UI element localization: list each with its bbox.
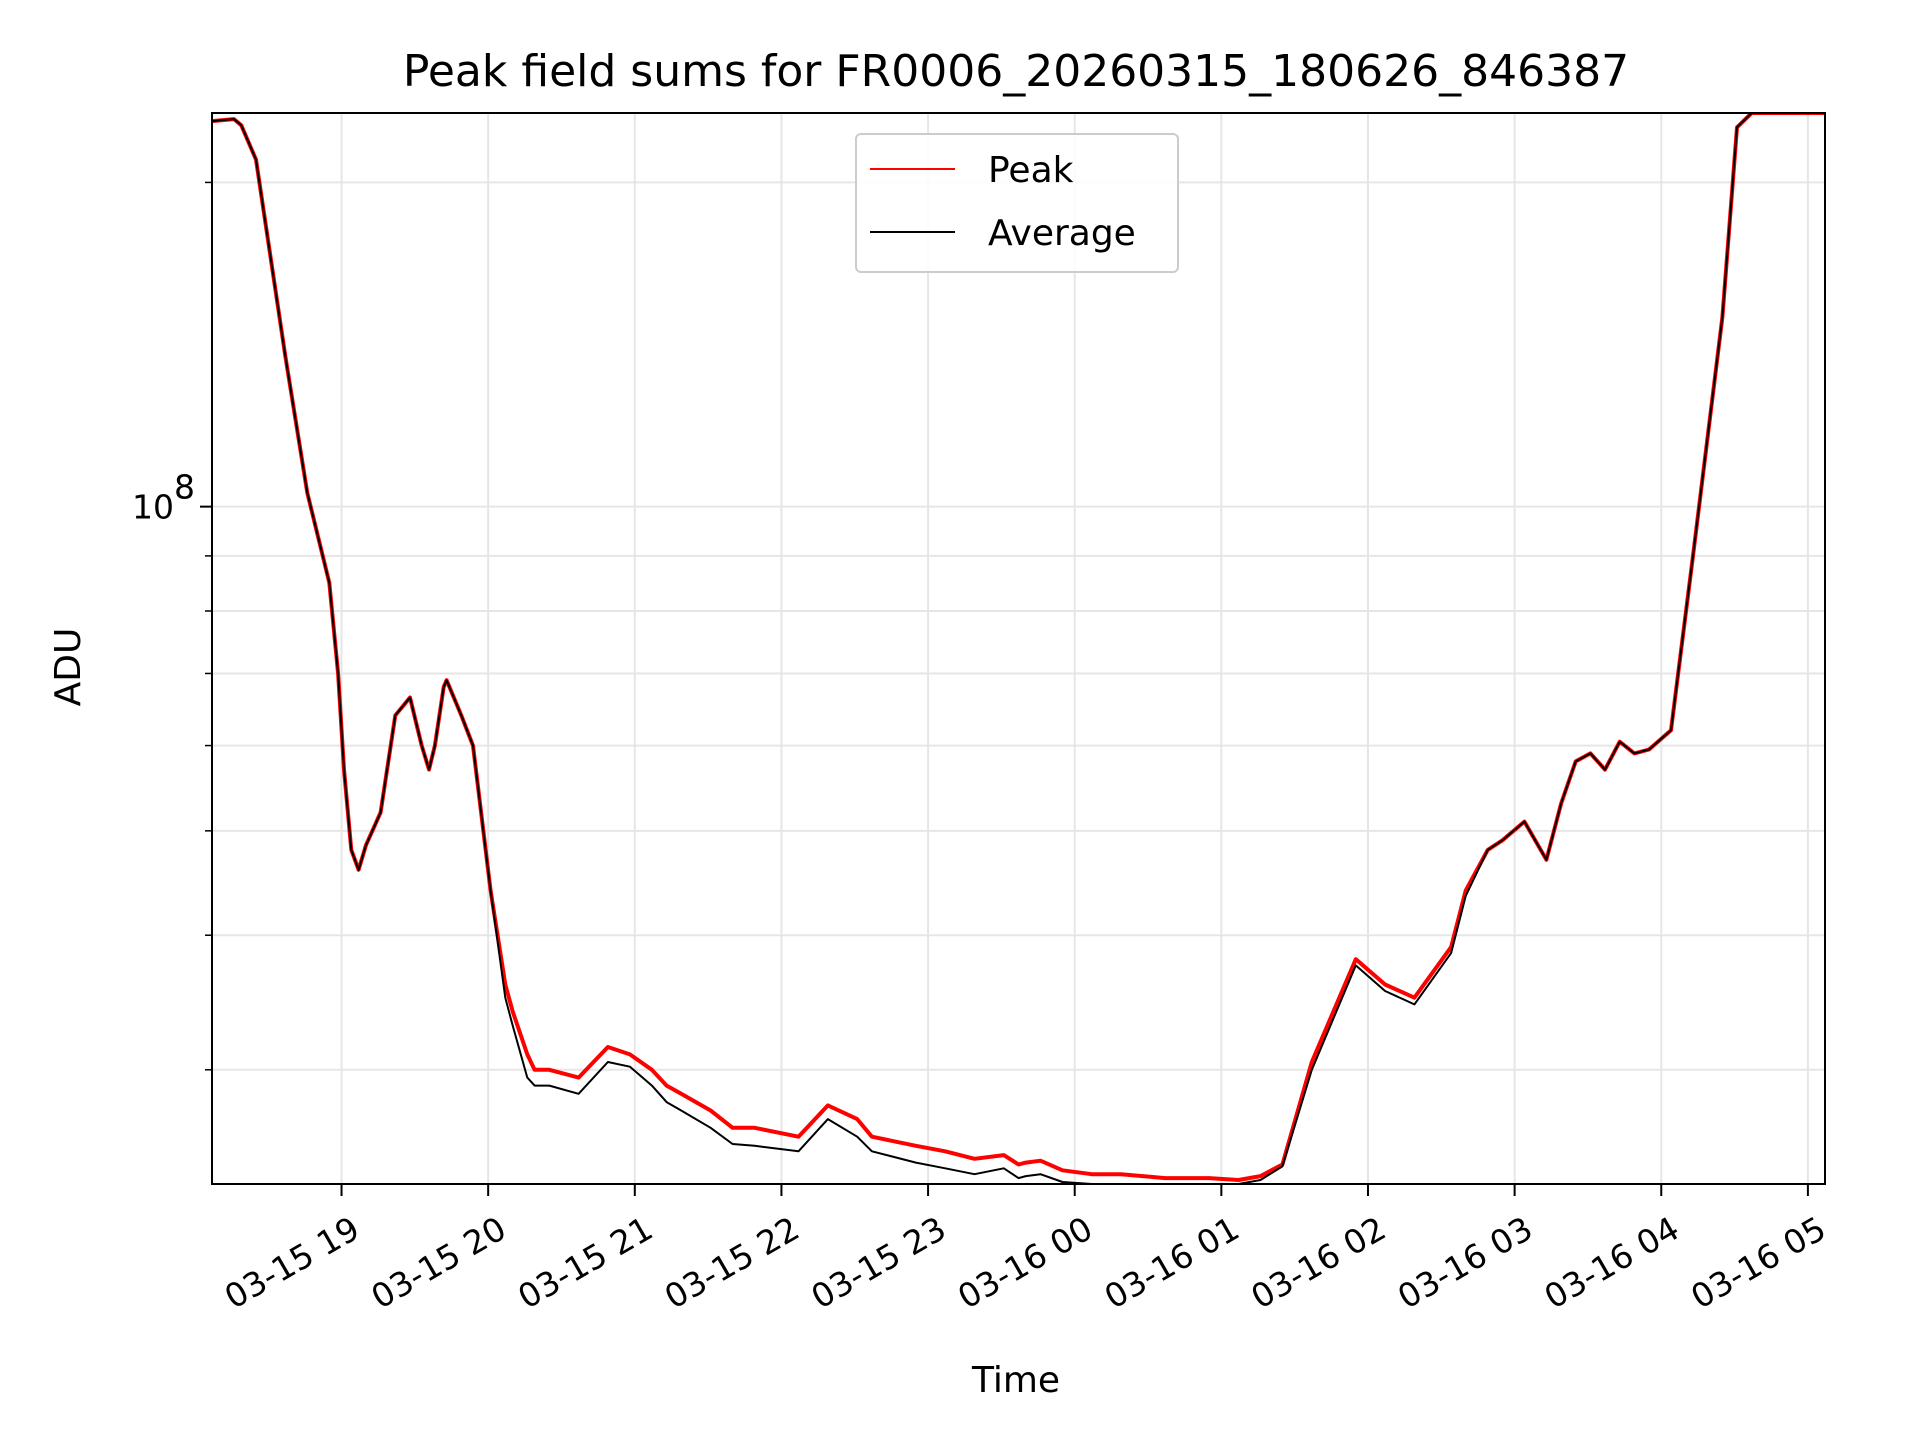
y-tick-exponent: 8 [174,468,195,507]
y-tick-label: 10 [132,488,174,527]
plot-frame [211,112,1826,1185]
y-axis: 108 [132,181,212,1071]
y-axis-label: ADU [48,628,89,707]
legend-label-average: Average [988,213,1136,254]
legend-label-peak: Peak [988,150,1074,191]
series-line-average [212,113,1825,1184]
legend: Peak Average [855,133,1179,273]
series-layer [212,113,1825,1184]
x-axis-label: Time [971,1360,1060,1401]
grid [212,113,1825,1184]
chart-title: Peak field sums for FR0006_20260315_1806… [403,46,1629,97]
